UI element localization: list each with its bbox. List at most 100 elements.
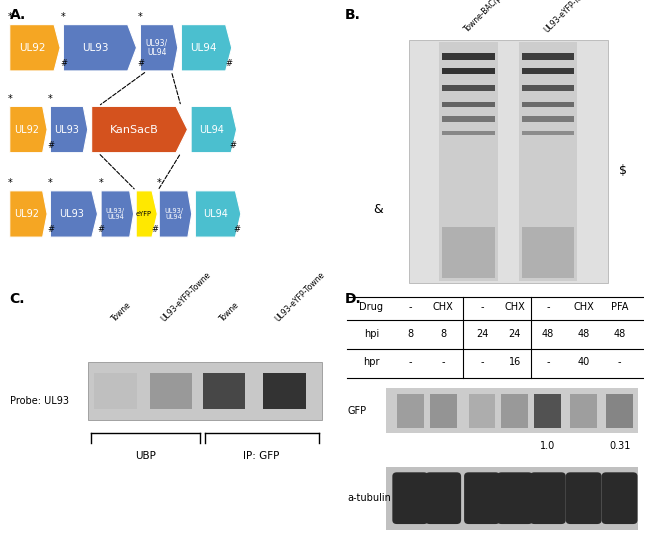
Text: 8: 8 [440,329,447,339]
FancyBboxPatch shape [203,373,246,409]
Text: UL93/
UL94: UL93/ UL94 [164,208,183,220]
Text: *: * [138,12,143,22]
Text: UL92: UL92 [14,209,39,219]
Text: &: & [374,203,383,216]
Text: #: # [98,225,105,235]
Text: eYFP: eYFP [136,211,152,217]
Text: IP: GFP: IP: GFP [244,451,280,461]
FancyBboxPatch shape [566,472,602,524]
Text: 1.0: 1.0 [540,441,556,451]
Text: UL93: UL93 [55,125,79,135]
FancyBboxPatch shape [442,116,495,122]
FancyBboxPatch shape [442,68,495,74]
Text: UL93: UL93 [83,43,109,53]
Text: 16: 16 [509,358,521,368]
Text: D.: D. [344,292,361,306]
Text: GFP: GFP [348,406,367,416]
FancyBboxPatch shape [464,472,500,524]
Polygon shape [159,191,192,237]
Text: 40: 40 [578,358,590,368]
Polygon shape [51,106,88,153]
FancyBboxPatch shape [442,53,495,60]
Text: UL92: UL92 [14,125,39,135]
Text: #: # [47,141,54,150]
Text: UL93-eYFP-Towne-BAC: UL93-eYFP-Towne-BAC [542,0,608,34]
FancyBboxPatch shape [150,373,192,409]
Text: Probe: UL93: Probe: UL93 [10,396,69,406]
FancyBboxPatch shape [442,85,495,91]
Text: PFA: PFA [611,302,629,312]
Text: 48: 48 [614,329,626,339]
Text: 24: 24 [509,329,521,339]
FancyBboxPatch shape [497,472,533,524]
FancyBboxPatch shape [502,394,528,428]
FancyBboxPatch shape [442,227,495,278]
Text: Towne: Towne [218,300,241,323]
Polygon shape [181,24,232,71]
Text: *: * [48,178,53,188]
FancyBboxPatch shape [386,467,638,529]
Text: Towne: Towne [111,300,134,323]
FancyBboxPatch shape [439,42,498,281]
Text: UL93-eYFP-Towne: UL93-eYFP-Towne [273,270,326,323]
Text: UL94: UL94 [199,125,224,135]
FancyBboxPatch shape [602,472,638,524]
FancyBboxPatch shape [522,68,575,74]
FancyBboxPatch shape [530,472,566,524]
Polygon shape [10,106,47,153]
Text: hpi: hpi [364,329,379,339]
Text: *: * [99,178,103,188]
Text: Drug: Drug [359,302,384,312]
Text: UL93: UL93 [58,209,84,219]
Text: CHX: CHX [504,302,525,312]
Text: KanSacB: KanSacB [109,125,158,135]
Text: *: * [7,178,12,188]
Text: -: - [409,358,412,368]
Text: -: - [441,358,445,368]
FancyBboxPatch shape [396,394,424,428]
Text: CHX: CHX [573,302,594,312]
Text: B.: B. [344,8,360,22]
FancyBboxPatch shape [570,394,597,428]
Text: 48: 48 [541,329,554,339]
Text: UL94: UL94 [203,209,228,219]
Text: -: - [546,358,549,368]
Text: *: * [7,12,12,22]
Text: -: - [409,302,412,312]
Text: $: $ [619,163,627,176]
FancyBboxPatch shape [88,363,322,420]
Polygon shape [101,191,134,237]
Text: #: # [151,225,158,235]
Polygon shape [136,191,157,237]
Text: *: * [7,93,12,103]
Text: a-tubulin: a-tubulin [348,493,391,503]
Polygon shape [195,191,240,237]
FancyBboxPatch shape [393,472,428,524]
Text: #: # [234,225,240,235]
Text: -: - [546,302,549,312]
Text: UBP: UBP [135,451,156,461]
Text: *: * [61,12,66,22]
Text: C.: C. [10,292,25,306]
FancyBboxPatch shape [469,394,495,428]
FancyBboxPatch shape [522,53,575,60]
FancyBboxPatch shape [94,373,136,409]
Text: #: # [230,141,237,150]
Text: 48: 48 [578,329,590,339]
Text: CHX: CHX [433,302,454,312]
FancyBboxPatch shape [425,472,461,524]
Text: UL93/
UL94: UL93/ UL94 [146,38,168,57]
Text: *: * [157,178,162,188]
Text: UL93-eYFP-Towne: UL93-eYFP-Towne [159,270,213,323]
FancyBboxPatch shape [442,131,495,135]
FancyBboxPatch shape [409,39,608,284]
Text: UL93/
UL94: UL93/ UL94 [106,208,125,220]
Text: #: # [47,225,54,235]
FancyBboxPatch shape [519,42,577,281]
FancyBboxPatch shape [606,394,633,428]
Text: UL94: UL94 [190,43,216,53]
FancyBboxPatch shape [522,116,575,122]
Polygon shape [191,106,237,153]
Text: UL92: UL92 [19,43,45,53]
Text: 8: 8 [407,329,413,339]
